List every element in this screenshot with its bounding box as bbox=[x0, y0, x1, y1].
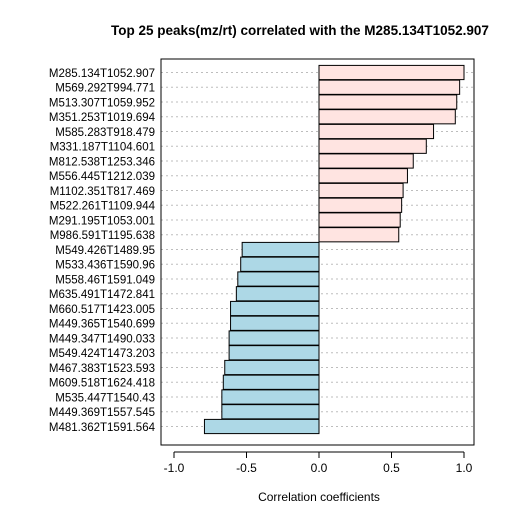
category-label: M635.491T1472.841 bbox=[49, 289, 155, 301]
bar-M812.538T1253.346 bbox=[318, 153, 414, 169]
bar-M467.383T1523.593 bbox=[224, 359, 320, 376]
bar-M449.369T1557.545 bbox=[221, 404, 320, 420]
x-tick-label: -0.5 bbox=[236, 461, 257, 475]
category-label: M481.362T1591.564 bbox=[49, 422, 156, 434]
category-label: M549.426T1489.95 bbox=[55, 245, 155, 257]
bar-M609.518T1624.418 bbox=[222, 374, 320, 390]
bar-M449.365T1540.699 bbox=[230, 315, 320, 331]
x-tick-label: 0.5 bbox=[383, 461, 400, 475]
bars bbox=[203, 64, 465, 435]
category-label: M331.187T1104.601 bbox=[50, 142, 155, 154]
bar-M635.491T1472.841 bbox=[235, 286, 320, 302]
bar-M569.292T994.771 bbox=[318, 79, 461, 95]
category-label: M522.261T1109.944 bbox=[50, 201, 156, 213]
bar-M986.591T1195.638 bbox=[318, 227, 400, 243]
category-label: M291.195T1053.001 bbox=[49, 215, 155, 227]
category-label: M467.383T1523.593 bbox=[49, 363, 155, 375]
category-label: M533.436T1590.96 bbox=[55, 260, 155, 272]
bar-M331.187T1104.601 bbox=[318, 138, 427, 154]
category-label: M1102.351T817.469 bbox=[50, 186, 155, 198]
bar-M522.261T1109.944 bbox=[318, 197, 403, 213]
bar-M291.195T1053.001 bbox=[318, 212, 401, 228]
x-axis: -1.0 -0.5 0.0 0.5 1.0 bbox=[164, 451, 473, 475]
bar-M513.307T1059.952 bbox=[318, 94, 458, 110]
category-label: M585.283T918.479 bbox=[55, 127, 155, 139]
bar-M549.424T1473.203 bbox=[228, 345, 320, 361]
bar-M533.436T1590.96 bbox=[240, 256, 320, 272]
category-label: M609.518T1624.418 bbox=[49, 378, 155, 390]
x-tick-label: 0.0 bbox=[311, 461, 328, 475]
x-tick-label: 1.0 bbox=[456, 461, 473, 475]
bar-M351.253T1019.694 bbox=[318, 109, 456, 125]
category-label: M513.307T1059.952 bbox=[49, 97, 155, 109]
bar-M558.46T1591.049 bbox=[237, 271, 320, 287]
category-label: M351.253T1019.694 bbox=[49, 112, 156, 124]
bar-M1102.351T817.469 bbox=[318, 182, 404, 199]
category-label: M535.447T1540.43 bbox=[55, 392, 155, 404]
chart-title: Top 25 peaks(mz/rt) correlated with the … bbox=[111, 23, 489, 38]
bar-M285.134T1052.907 bbox=[318, 64, 465, 81]
category-label: M569.292T994.771 bbox=[55, 83, 155, 95]
bar-M481.362T1591.564 bbox=[203, 418, 320, 435]
category-label: M549.424T1473.203 bbox=[49, 348, 155, 360]
bar-M549.426T1489.95 bbox=[241, 241, 320, 258]
x-tick-label: -1.0 bbox=[164, 461, 185, 475]
bar-M535.447T1540.43 bbox=[221, 389, 320, 405]
category-label: M812.538T1253.346 bbox=[49, 156, 155, 168]
category-label: M449.365T1540.699 bbox=[49, 319, 155, 331]
category-label: M660.517T1423.005 bbox=[49, 304, 155, 316]
bar-M556.445T1212.039 bbox=[318, 168, 408, 184]
category-label: M449.369T1557.545 bbox=[49, 407, 155, 419]
bar-M449.347T1490.033 bbox=[228, 330, 320, 346]
x-axis-label: Correlation coefficients bbox=[258, 490, 380, 504]
category-labels: M285.134T1052.907 M569.292T994.771 M513.30… bbox=[49, 68, 156, 434]
bar-M585.283T918.479 bbox=[318, 123, 435, 140]
category-label: M285.134T1052.907 bbox=[49, 68, 155, 80]
category-label: M986.591T1195.638 bbox=[50, 230, 155, 242]
category-label: M558.46T1591.049 bbox=[55, 274, 155, 286]
category-label: M556.445T1212.039 bbox=[49, 171, 155, 183]
bar-M660.517T1423.005 bbox=[230, 300, 320, 317]
category-label: M449.347T1490.033 bbox=[49, 333, 155, 345]
plot-frame bbox=[160, 58, 475, 446]
